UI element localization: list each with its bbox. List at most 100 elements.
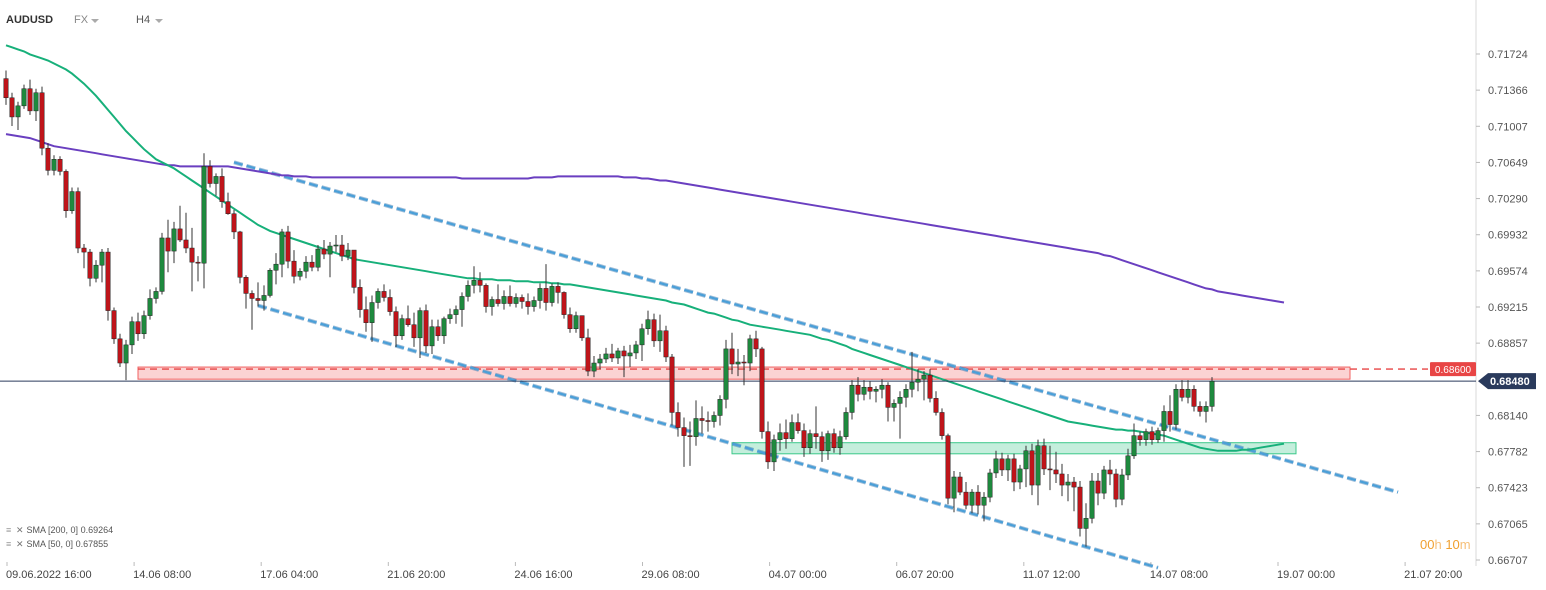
- candle-body-bull: [693, 418, 699, 437]
- candle: [3, 70, 9, 105]
- candle-body-bear: [975, 491, 981, 506]
- y-tick-label: 0.69574: [1488, 266, 1528, 278]
- candle-body-bull: [987, 472, 993, 498]
- candle-body-bear: [393, 311, 399, 337]
- y-tick-label: 0.66707: [1488, 555, 1528, 567]
- candle: [417, 307, 423, 358]
- candle: [267, 268, 273, 298]
- y-tick-label: 0.67782: [1488, 447, 1528, 459]
- candle-body-bull: [267, 269, 273, 296]
- candle-body-bull: [345, 249, 351, 257]
- candle: [873, 386, 879, 403]
- close-icon[interactable]: ✕: [16, 539, 24, 549]
- candle: [843, 407, 849, 440]
- candle-body-bear: [381, 291, 387, 298]
- candle-body-bear: [753, 338, 759, 350]
- candle: [453, 305, 459, 324]
- candle: [33, 88, 39, 121]
- timeframe-dropdown[interactable]: H4: [136, 14, 151, 26]
- candle-body-bull: [903, 388, 909, 398]
- candle-body-bull: [123, 344, 129, 364]
- y-tick-label: 0.70290: [1488, 194, 1528, 206]
- candle-body-bull: [33, 92, 39, 112]
- countdown-hours-unit: h: [1434, 537, 1442, 552]
- hamburger-icon[interactable]: ≡: [6, 539, 12, 549]
- close-icon[interactable]: ✕: [16, 525, 24, 535]
- candle-body-bear: [963, 491, 969, 506]
- candle-body-bear: [1107, 469, 1113, 475]
- current-price-label: 0.68480: [1490, 376, 1530, 388]
- candle-body-bull: [261, 295, 267, 301]
- candle: [1197, 401, 1203, 417]
- candle: [339, 234, 345, 262]
- candle: [549, 283, 555, 307]
- candle-body-bull: [615, 350, 621, 359]
- market-chevron-down-icon[interactable]: [91, 19, 99, 23]
- candle-body-bull: [879, 384, 885, 390]
- candle-body-bear: [243, 277, 249, 294]
- candle: [135, 312, 141, 341]
- candle: [219, 168, 225, 208]
- timeframe-chevron-down-icon[interactable]: [155, 19, 163, 23]
- candle-body-bear: [477, 280, 483, 286]
- candle: [747, 334, 753, 372]
- candle: [777, 423, 783, 451]
- candle: [369, 295, 375, 342]
- candle: [1095, 472, 1101, 506]
- candle: [255, 282, 261, 307]
- candle: [651, 313, 657, 347]
- candle: [315, 245, 321, 272]
- candle: [141, 310, 147, 339]
- candle: [801, 423, 807, 457]
- candle: [1059, 463, 1065, 497]
- candle-body-bear: [813, 433, 819, 437]
- candle-countdown: 00h 10m: [1420, 537, 1471, 552]
- candle-body-bull: [1131, 435, 1137, 457]
- candle-body-bear: [699, 418, 705, 421]
- candle: [237, 230, 243, 284]
- candle-body-bear: [321, 248, 327, 255]
- candle-body-bear: [351, 249, 357, 288]
- candle-body-bear: [933, 398, 939, 413]
- candle: [387, 289, 393, 316]
- countdown-minutes-unit: m: [1459, 537, 1471, 552]
- candle: [423, 304, 429, 353]
- candle: [165, 219, 171, 273]
- candle-body-bear: [957, 476, 963, 493]
- candle-body-bear: [609, 353, 615, 359]
- candle: [825, 430, 831, 460]
- candle: [459, 292, 465, 327]
- candle: [195, 256, 201, 282]
- candle-body-bull: [1209, 380, 1215, 407]
- level-label: 0.68600: [1435, 365, 1472, 376]
- candle: [729, 332, 735, 375]
- y-tick-label: 0.71366: [1488, 85, 1528, 97]
- candle: [399, 314, 405, 340]
- candle-body-bear: [1197, 406, 1203, 412]
- candle: [1125, 448, 1131, 481]
- symbol-label[interactable]: AUDUSD: [6, 14, 54, 26]
- candle: [615, 347, 621, 365]
- hamburger-icon[interactable]: ≡: [6, 525, 12, 535]
- candle: [69, 187, 75, 214]
- candle: [1107, 459, 1113, 486]
- candle: [1131, 423, 1137, 459]
- candle-body-bear: [63, 171, 69, 211]
- candle-body-bear: [855, 384, 861, 395]
- candle: [981, 492, 987, 522]
- candle: [1167, 395, 1173, 432]
- candle: [681, 417, 687, 467]
- candle-body-bear: [681, 427, 687, 436]
- candle: [897, 391, 903, 439]
- candle-body-bull: [843, 412, 849, 437]
- candle-body-bear: [927, 374, 933, 399]
- candle: [303, 256, 309, 279]
- candle-body-bear: [585, 337, 591, 372]
- candle: [513, 293, 519, 308]
- candle: [795, 413, 801, 434]
- candle-body-bull: [633, 344, 639, 354]
- candle-body-bear: [363, 309, 369, 323]
- market-dropdown[interactable]: FX: [74, 14, 89, 26]
- candle-body-bear: [567, 314, 573, 329]
